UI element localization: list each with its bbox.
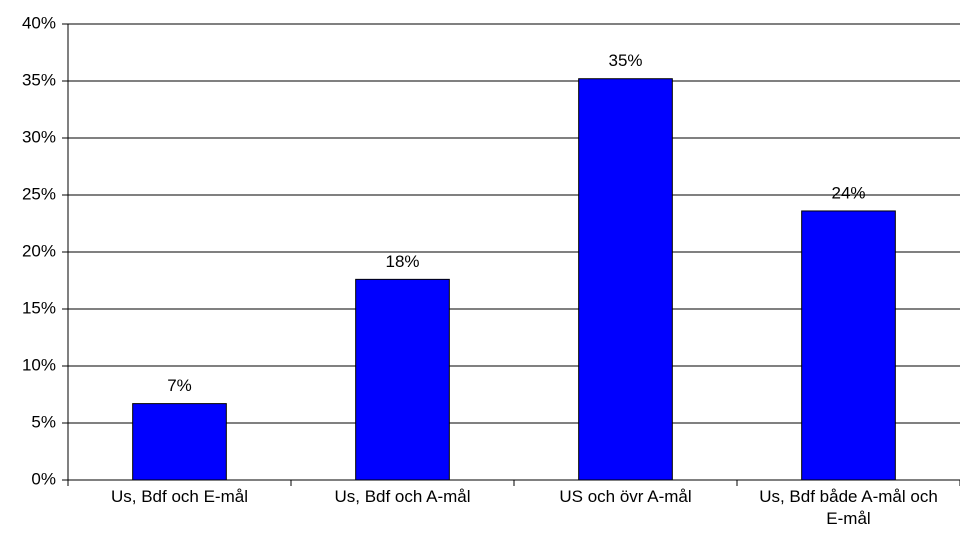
y-tick-label: 5% (31, 412, 56, 431)
y-tick-label: 15% (22, 298, 56, 317)
x-tick-label: Us, Bdf både A-mål och E-mål (759, 487, 938, 528)
y-tick-label: 35% (22, 70, 56, 89)
bar (355, 278, 450, 481)
bar (801, 210, 896, 481)
data-label: 24% (831, 183, 865, 202)
y-tick-label: 20% (22, 241, 56, 260)
y-tick-label: 0% (31, 469, 56, 488)
y-tick-label: 40% (22, 13, 56, 32)
y-tick-label: 25% (22, 184, 56, 203)
bar (578, 78, 673, 481)
data-label: 7% (167, 376, 192, 395)
y-tick-label: 30% (22, 127, 56, 146)
bar (132, 403, 227, 481)
x-tick-label: US och övr A-mål (559, 487, 692, 506)
data-label: 18% (385, 252, 419, 271)
x-tick-label: Us, Bdf och E-mål (111, 487, 248, 506)
data-label: 35% (608, 51, 642, 70)
x-tick-label: Us, Bdf och A-mål (334, 487, 471, 506)
y-tick-label: 10% (22, 355, 56, 374)
